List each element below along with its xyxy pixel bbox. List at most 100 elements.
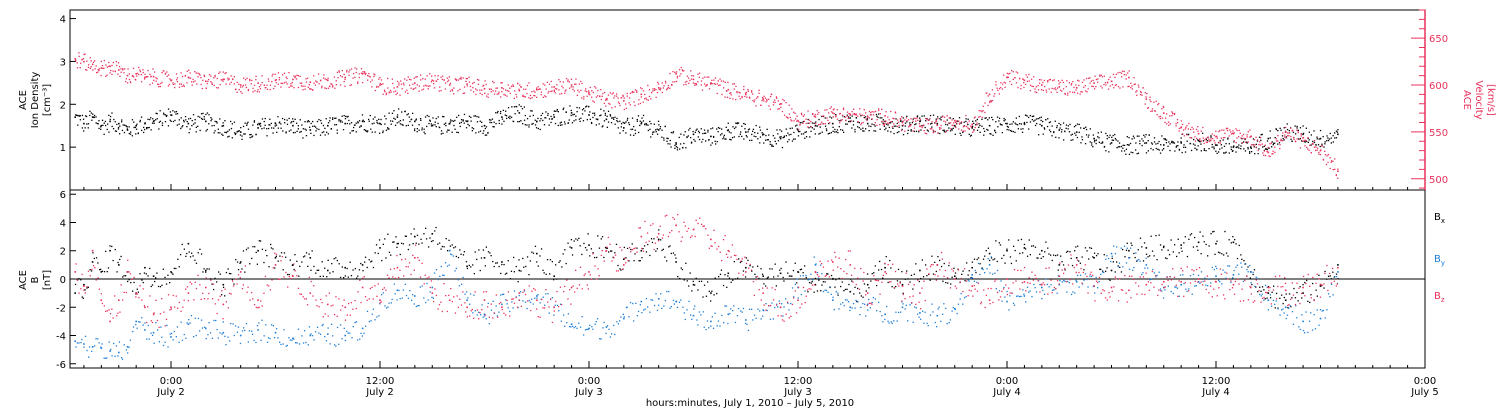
velocity-point [950, 122, 952, 124]
density-point [559, 122, 561, 124]
bx-point [999, 244, 1002, 246]
velocity-point [1047, 80, 1049, 82]
bx-point [570, 239, 573, 241]
velocity-point [108, 65, 110, 67]
velocity-point [787, 117, 789, 119]
density-point [661, 129, 663, 131]
velocity-point [600, 98, 602, 101]
density-point [881, 117, 883, 119]
velocity-point-keypoint [448, 84, 451, 86]
density-point [106, 128, 108, 131]
by-point [308, 326, 311, 328]
velocity-point [128, 78, 131, 81]
velocity-point [257, 89, 259, 91]
velocity-point [387, 77, 389, 80]
density-point [1085, 134, 1088, 136]
density-point [228, 135, 230, 137]
bx-point [967, 274, 969, 276]
density-point-keypoint [832, 122, 834, 125]
density-point [1302, 132, 1305, 134]
density-point [170, 120, 172, 122]
velocity-point [1208, 138, 1210, 140]
density-point [1235, 146, 1237, 149]
density-point [751, 139, 753, 141]
bx-point [390, 254, 392, 256]
velocity-point [1099, 75, 1101, 77]
by-point [321, 324, 323, 327]
velocity-point [896, 125, 898, 128]
density-point [1119, 146, 1121, 148]
bx-point [992, 259, 994, 261]
velocity-point [978, 110, 980, 112]
velocity-point [309, 88, 311, 90]
density-point [1033, 115, 1035, 117]
density-point [715, 143, 717, 145]
density-point [200, 113, 203, 115]
density-point [130, 131, 132, 133]
bx-point [758, 277, 760, 280]
bx-point [255, 251, 257, 254]
by-point [721, 314, 723, 317]
bx-point [970, 276, 972, 279]
velocity-point [976, 123, 978, 126]
density-point [1172, 142, 1174, 144]
by-point [310, 333, 312, 335]
density-point [544, 117, 546, 119]
density-point [607, 110, 610, 112]
by-point [529, 301, 532, 303]
velocity-point [855, 114, 857, 116]
velocity-point [857, 121, 859, 123]
bx-point [397, 242, 399, 245]
by-point [313, 339, 315, 341]
velocity-point [174, 83, 176, 85]
by-point [501, 293, 504, 296]
bx-point [395, 236, 397, 238]
by-point [567, 313, 569, 315]
density-point [206, 112, 209, 114]
by-point [790, 302, 792, 305]
density-point [401, 123, 403, 126]
density-point [299, 119, 301, 121]
velocity-point [333, 76, 336, 78]
velocity-point [274, 73, 276, 75]
by-point [751, 308, 753, 310]
density-point [1181, 151, 1183, 154]
density-point [398, 108, 400, 110]
velocity-point [485, 83, 487, 86]
velocity-point [1088, 77, 1090, 79]
velocity-point [371, 86, 373, 88]
by-point [800, 293, 802, 296]
bx-point [531, 251, 533, 253]
density-point [824, 125, 827, 127]
density-point [1197, 139, 1199, 141]
bx-point [583, 242, 585, 245]
bx-point [710, 300, 712, 302]
density-point [556, 108, 558, 111]
density-point [346, 122, 348, 125]
density-point [915, 123, 917, 125]
density-point [556, 110, 558, 112]
velocity-point [335, 80, 337, 82]
density-point [651, 133, 654, 135]
bx-point [1143, 242, 1146, 244]
density-point [453, 124, 455, 127]
density-point [540, 118, 542, 120]
velocity-point [346, 71, 348, 73]
density-point [462, 119, 464, 121]
density-point [849, 117, 851, 119]
density-point [1334, 137, 1336, 139]
bx-point [525, 265, 527, 268]
by-point [256, 325, 259, 327]
velocity-point [1218, 141, 1220, 144]
bx-point [1074, 250, 1076, 252]
density-point [244, 122, 246, 124]
velocity-point [484, 80, 486, 82]
density-point [297, 125, 299, 127]
velocity-point [798, 121, 800, 123]
by-point [378, 315, 380, 317]
density-point [1128, 137, 1130, 139]
velocity-point [1277, 135, 1279, 137]
density-point [819, 126, 821, 128]
density-point [1010, 130, 1013, 132]
density-point [288, 117, 290, 120]
